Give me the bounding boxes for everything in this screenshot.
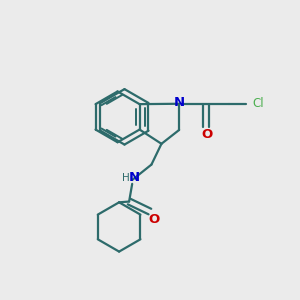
- Text: Cl: Cl: [252, 97, 264, 110]
- Text: H: H: [122, 173, 130, 183]
- Text: O: O: [201, 128, 212, 141]
- Text: N: N: [174, 97, 185, 110]
- Text: O: O: [148, 213, 159, 226]
- Text: N: N: [129, 171, 140, 184]
